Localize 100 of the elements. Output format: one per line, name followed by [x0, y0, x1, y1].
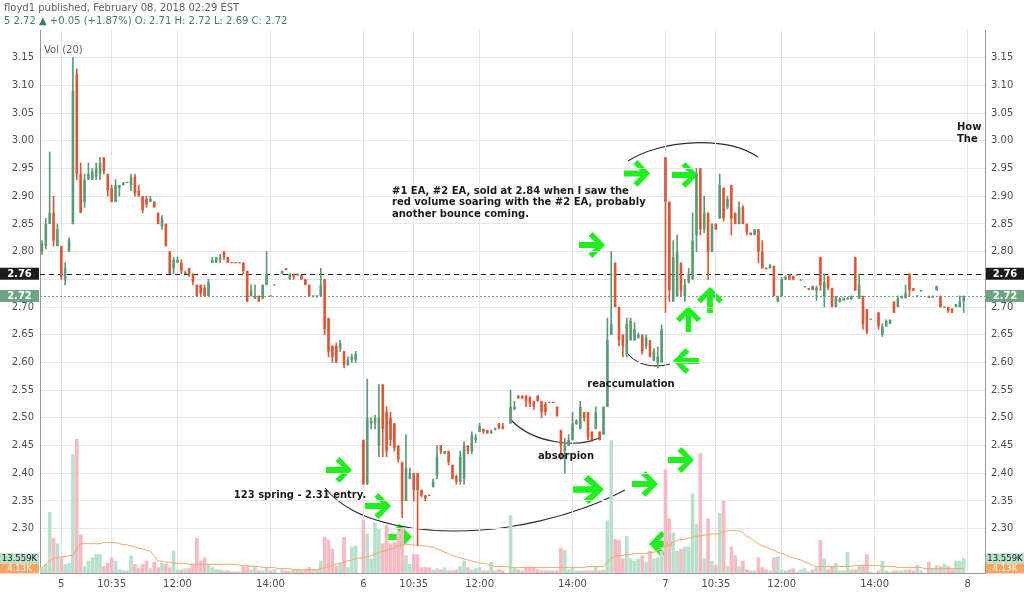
bar [195, 537, 199, 573]
text: 2.76 [7, 267, 32, 279]
candlestick [788, 274, 791, 281]
annotation: #1 EA, #2 EA, sold at 2.84 when I saw the red volume soaring with the #2 EA, probably another bounce coming. [392, 184, 647, 219]
bar [439, 569, 443, 573]
candlestick [296, 273, 299, 276]
bar [624, 535, 629, 573]
bar [729, 546, 734, 573]
y3-tick-label: 4.13K [7, 563, 33, 574]
y-tick-label: 2.70 [11, 300, 34, 312]
text: 2.72 [7, 290, 32, 302]
bar [799, 569, 803, 573]
bar [284, 570, 288, 573]
candlestick [486, 429, 489, 434]
candlestick [145, 195, 148, 208]
bar [214, 569, 219, 573]
x-tick-label: 10:35 [97, 577, 127, 589]
candlestick [447, 450, 450, 466]
bar [559, 547, 563, 573]
bar [59, 557, 64, 573]
bar [679, 548, 683, 573]
x-tick-label: 14:00 [860, 577, 890, 589]
bar [644, 561, 648, 573]
bar [365, 533, 370, 573]
bar [102, 566, 106, 573]
bar [586, 570, 590, 573]
bar [787, 569, 792, 573]
y2-tick-label: 2.80 [991, 245, 1014, 257]
candlestick [904, 284, 907, 299]
candlestick [443, 450, 447, 455]
candlestick [292, 273, 295, 280]
bar [857, 566, 861, 573]
y-tick-label: 2.50 [11, 411, 34, 423]
candlestick [354, 351, 357, 363]
bar [280, 569, 284, 573]
bar [810, 569, 815, 573]
bar [671, 532, 676, 573]
bar [706, 518, 710, 573]
bar [272, 569, 277, 573]
candlestick [609, 251, 613, 336]
candlestick [931, 295, 935, 298]
bar [876, 570, 881, 573]
y-tick-label: 3.05 [11, 106, 34, 118]
bar [609, 440, 614, 573]
y2-tick-label: 2.50 [991, 411, 1014, 423]
bar [652, 558, 656, 573]
bar [896, 570, 900, 573]
candlestick [962, 295, 965, 313]
bar [226, 570, 230, 573]
candlestick [176, 256, 179, 264]
bar [442, 567, 447, 573]
bar [218, 569, 222, 573]
bar [899, 570, 904, 573]
bar [481, 570, 486, 573]
bar [349, 546, 354, 573]
candlestick [300, 275, 303, 280]
bar [748, 570, 753, 573]
candlestick [211, 256, 214, 264]
y2-tick-label: 2.90 [991, 189, 1014, 201]
bar [404, 555, 408, 573]
bar [71, 454, 75, 573]
bar [648, 550, 652, 573]
bar [826, 569, 830, 573]
bar [597, 570, 602, 573]
bar [470, 569, 474, 573]
candlestick [416, 472, 419, 546]
y2-tick-label: 3.10 [991, 79, 1014, 90]
candlestick [691, 212, 694, 280]
candlestick [718, 173, 721, 219]
bar [121, 570, 126, 573]
y-tick-label: 2.80 [11, 245, 34, 257]
y2-tick-label: 2.30 [991, 522, 1014, 534]
bar [911, 570, 916, 573]
candlestick [544, 402, 547, 416]
bar [547, 570, 552, 573]
candlestick [939, 295, 942, 308]
bar [500, 570, 505, 573]
text: 4.13K [992, 563, 1018, 574]
annotation: 123 spring - 2.31 entry. [233, 488, 367, 500]
y-tick-label: 2.40 [11, 466, 34, 478]
bar [834, 562, 838, 573]
bar [710, 560, 714, 573]
candlestick [722, 187, 725, 222]
bar [717, 512, 722, 573]
candlestick [203, 284, 206, 297]
bar [431, 569, 435, 573]
bar [373, 522, 377, 573]
candlestick [114, 179, 117, 203]
x-tick-label: 7 [662, 577, 669, 589]
y2-tick-label: 3.15 [991, 51, 1014, 63]
candlestick [60, 245, 63, 280]
candlestick [633, 322, 636, 341]
bar [574, 570, 579, 573]
candlestick [753, 229, 756, 236]
bar [63, 563, 67, 573]
text: 13.559K [987, 552, 1023, 563]
chart-title: floyd1 published, February 08, 2018 02:29 EST [4, 2, 240, 13]
y2-tick-label: 3.00 [991, 134, 1014, 146]
candlestick [842, 297, 845, 301]
candlestick [602, 406, 605, 435]
